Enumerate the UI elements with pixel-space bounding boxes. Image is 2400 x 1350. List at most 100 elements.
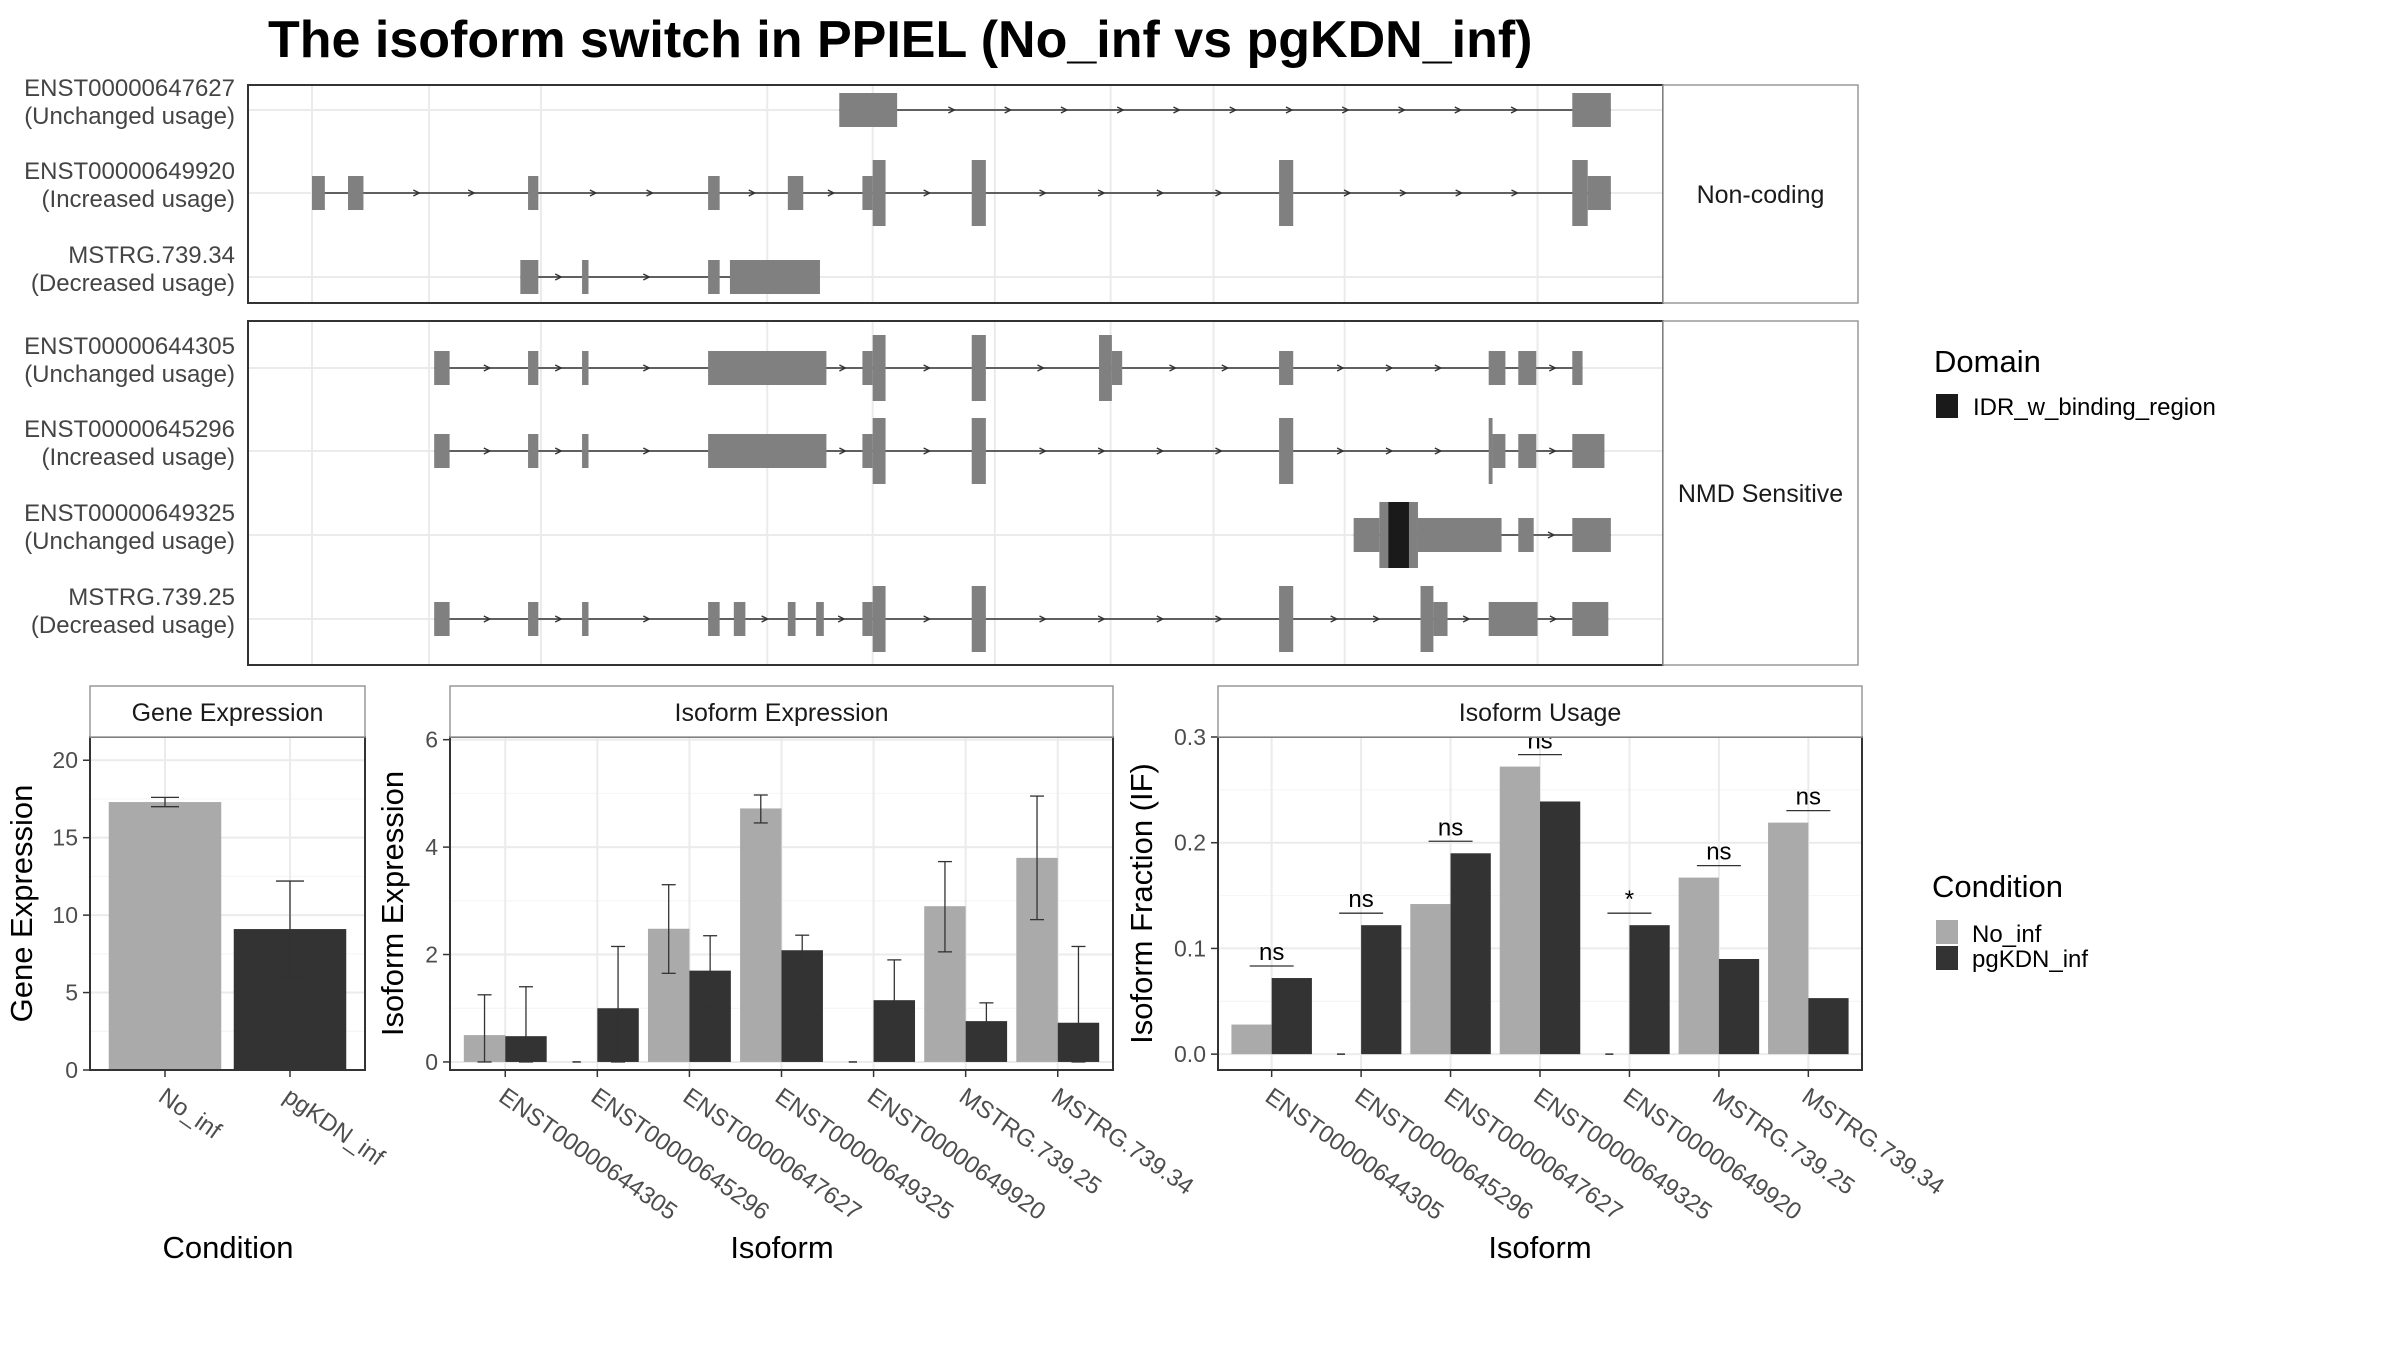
- exon-block: [787, 176, 804, 210]
- intron-direction-arrow: [1549, 615, 1558, 623]
- intron-direction-arrow: [554, 447, 563, 455]
- bar: [1271, 978, 1312, 1055]
- intron-direction-arrow: [589, 189, 598, 197]
- exon-block: [1587, 176, 1611, 210]
- exon-block: [729, 260, 820, 294]
- intron-direction-arrow: [483, 364, 492, 372]
- exon-block: [971, 418, 986, 484]
- exon-block: [582, 260, 589, 294]
- y-tick-label: 0.2: [1174, 830, 1206, 856]
- bar: [1540, 801, 1581, 1055]
- intron-direction-arrow: [1173, 106, 1182, 114]
- exon-block: [971, 160, 986, 226]
- exon-block: [1417, 518, 1502, 552]
- intron-direction-arrow: [483, 615, 492, 623]
- intron-direction-arrow: [1510, 106, 1519, 114]
- bar: [1718, 959, 1760, 1055]
- domain-legend-title: Domain: [1934, 344, 2041, 379]
- intron-direction-arrow: [827, 189, 836, 197]
- exon-block: [434, 434, 450, 468]
- intron-direction-arrow: [467, 189, 476, 197]
- chart-title-strip: [449, 685, 1114, 738]
- exon-block: [1518, 434, 1537, 468]
- intron-direction-arrow: [642, 364, 651, 372]
- intron-direction-arrow: [554, 364, 563, 372]
- condition-legend-label: pgKDN_inf: [1972, 946, 2088, 973]
- intron-direction-arrow: [1097, 447, 1106, 455]
- condition-legend-label: No_inf: [1972, 921, 2042, 948]
- chart-title: Isoform Expression: [675, 699, 889, 727]
- transcript-id-label: ENST00000644305: [24, 333, 235, 360]
- facet-strip-label: NMD Sensitive: [1678, 480, 1843, 508]
- intron-direction-arrow: [1039, 189, 1048, 197]
- exon-block: [816, 602, 824, 636]
- intron-direction-arrow: [1511, 189, 1520, 197]
- intron-direction-arrow: [948, 106, 956, 114]
- intron-direction-arrow: [1039, 447, 1048, 455]
- intron-direction-arrow: [412, 189, 421, 197]
- x-tick-label: pgKDN_inf: [279, 1083, 390, 1172]
- transcript-id-label: ENST00000647627: [24, 75, 235, 102]
- facet-strip-label: Non-coding: [1697, 181, 1825, 209]
- intron-direction-arrow: [1341, 106, 1350, 114]
- intron-direction-arrow: [1097, 189, 1106, 197]
- intron-direction-arrow: [1462, 615, 1471, 623]
- transcript-id-label: ENST00000649920: [24, 158, 235, 185]
- x-axis-label: Isoform: [1488, 1230, 1591, 1265]
- chart-title-strip: [1217, 685, 1863, 738]
- y-tick-label: 0.0: [1174, 1041, 1206, 1067]
- domain-legend-key: [1936, 394, 1958, 418]
- exon-block: [1279, 586, 1294, 652]
- intron-direction-arrow: [1169, 364, 1178, 372]
- exon-block: [1492, 434, 1506, 468]
- exon-block: [862, 176, 873, 210]
- condition-legend-key: [1936, 946, 1958, 970]
- intron-direction-arrow: [1097, 615, 1106, 623]
- exon-block: [787, 602, 796, 636]
- y-tick-label: 0.3: [1174, 724, 1206, 750]
- intron-direction-arrow: [1285, 106, 1294, 114]
- intron-direction-arrow: [1548, 447, 1557, 455]
- intron-direction-arrow: [839, 447, 847, 455]
- exon-block: [348, 176, 364, 210]
- significance-label: ns: [1796, 784, 1821, 811]
- exon-block: [528, 176, 539, 210]
- x-axis-label: Condition: [163, 1230, 294, 1265]
- transcript-structure-plot: ENST00000647627(Unchanged usage)ENST0000…: [24, 75, 1859, 666]
- exon-block: [1518, 518, 1534, 552]
- transcript-usage-label: (Unchanged usage): [24, 361, 235, 388]
- intron-direction-arrow: [748, 189, 757, 197]
- intron-direction-arrow: [1039, 615, 1048, 623]
- exon-block: [1099, 335, 1112, 401]
- structure-panel-bg: [248, 321, 1663, 665]
- y-tick-label: 20: [52, 747, 78, 773]
- exon-block: [1279, 418, 1294, 484]
- y-axis-label: Isoform Fraction (IF): [1124, 763, 1159, 1044]
- legends: Domain IDR_w_binding_region Condition No_in…: [1932, 344, 2216, 973]
- x-axis-label: Isoform: [730, 1230, 833, 1265]
- intron-direction-arrow: [1399, 189, 1408, 197]
- y-tick-label: 6: [425, 727, 438, 753]
- exon-block: [862, 434, 873, 468]
- exon-block: [1279, 351, 1294, 385]
- exon-block: [1572, 160, 1588, 226]
- exon-block: [1572, 518, 1611, 552]
- transcript-id-label: MSTRG.739.34: [68, 242, 235, 269]
- figure-title: The isoform switch in PPIEL (No_inf vs p…: [268, 11, 1532, 69]
- exon-block: [528, 602, 539, 636]
- exon-block: [971, 335, 986, 401]
- intron-direction-arrow: [1548, 364, 1557, 372]
- exon-block: [1353, 518, 1380, 552]
- facet-strip: [1662, 320, 1859, 666]
- transcript-id-label: MSTRG.739.25: [68, 584, 235, 611]
- y-tick-label: 2: [425, 942, 438, 968]
- exon-block: [1433, 602, 1448, 636]
- bar: [1361, 925, 1402, 1055]
- intron-direction-arrow: [1372, 615, 1381, 623]
- exon-block: [971, 586, 986, 652]
- exon-block: [862, 602, 873, 636]
- exon-block: [708, 434, 827, 468]
- intron-direction-arrow: [1037, 364, 1046, 372]
- y-tick-label: 10: [52, 902, 78, 928]
